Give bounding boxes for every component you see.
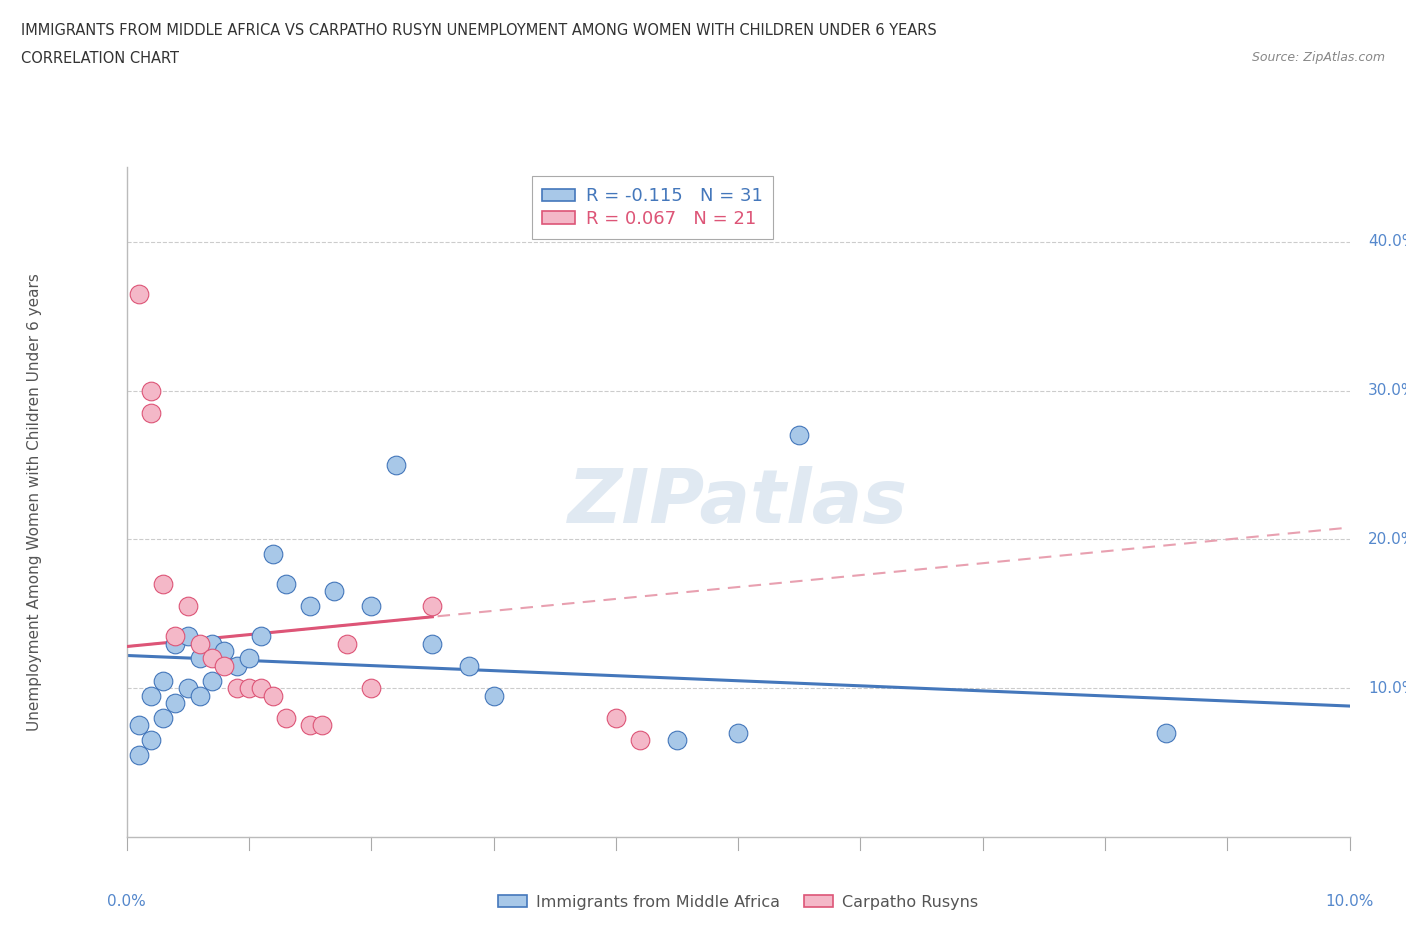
Point <box>458 658 481 673</box>
Point <box>128 718 150 733</box>
Point <box>214 644 236 658</box>
Point <box>225 658 247 673</box>
Point <box>152 673 174 688</box>
Point <box>787 428 810 443</box>
Point <box>250 681 273 696</box>
Point <box>299 718 322 733</box>
Text: 20.0%: 20.0% <box>1368 532 1406 547</box>
Point <box>152 711 174 725</box>
Point <box>177 599 200 614</box>
Point <box>360 599 382 614</box>
Text: ZIPatlas: ZIPatlas <box>568 466 908 538</box>
Point <box>274 711 297 725</box>
Point <box>201 651 224 666</box>
Text: CORRELATION CHART: CORRELATION CHART <box>21 51 179 66</box>
Point <box>1156 725 1178 740</box>
Point <box>250 629 273 644</box>
Point <box>177 629 200 644</box>
Text: 10.0%: 10.0% <box>1368 681 1406 696</box>
Legend: Immigrants from Middle Africa, Carpatho Rusyns: Immigrants from Middle Africa, Carpatho … <box>491 888 986 916</box>
Point <box>177 681 200 696</box>
Text: Unemployment Among Women with Children Under 6 years: Unemployment Among Women with Children U… <box>27 273 42 731</box>
Point <box>201 636 224 651</box>
Point <box>188 688 211 703</box>
Point <box>139 688 162 703</box>
Point <box>323 584 346 599</box>
Point <box>139 405 162 420</box>
Point <box>165 636 187 651</box>
Point <box>188 636 211 651</box>
Point <box>238 681 260 696</box>
Point <box>360 681 382 696</box>
Point <box>165 629 187 644</box>
Point <box>139 383 162 398</box>
Point <box>165 696 187 711</box>
Point <box>482 688 505 703</box>
Text: Source: ZipAtlas.com: Source: ZipAtlas.com <box>1251 51 1385 64</box>
Point <box>152 577 174 591</box>
Text: 10.0%: 10.0% <box>1326 894 1374 909</box>
Point <box>384 458 406 472</box>
Point <box>422 636 444 651</box>
Point <box>128 286 150 301</box>
Point <box>727 725 749 740</box>
Point <box>422 599 444 614</box>
Point <box>274 577 297 591</box>
Point <box>225 681 247 696</box>
Point <box>628 733 651 748</box>
Point <box>214 658 236 673</box>
Point <box>139 733 162 748</box>
Text: IMMIGRANTS FROM MIDDLE AFRICA VS CARPATHO RUSYN UNEMPLOYMENT AMONG WOMEN WITH CH: IMMIGRANTS FROM MIDDLE AFRICA VS CARPATH… <box>21 23 936 38</box>
Text: 30.0%: 30.0% <box>1368 383 1406 398</box>
Point <box>238 651 260 666</box>
Point <box>262 547 284 562</box>
Point <box>311 718 333 733</box>
Text: 0.0%: 0.0% <box>107 894 146 909</box>
Point <box>299 599 322 614</box>
Text: 40.0%: 40.0% <box>1368 234 1406 249</box>
Point <box>666 733 689 748</box>
Point <box>336 636 359 651</box>
Point <box>201 673 224 688</box>
Point <box>605 711 627 725</box>
Point <box>188 651 211 666</box>
Point <box>262 688 284 703</box>
Point <box>128 748 150 763</box>
